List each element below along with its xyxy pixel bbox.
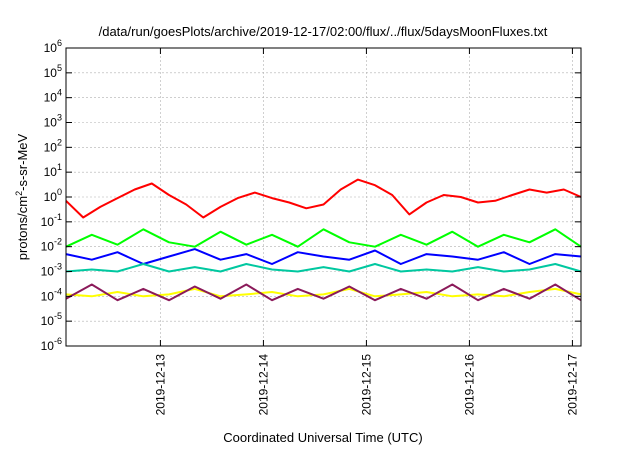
x-tick-label: 2019-12-14 xyxy=(256,354,270,416)
y-tick-label: 102 xyxy=(44,137,62,154)
y-axis-label-base: protons/cm xyxy=(15,196,30,260)
x-axis-label: Coordinated Universal Time (UTC) xyxy=(223,430,422,445)
series-line-1 xyxy=(65,178,582,219)
chart-title: /data/run/goesPlots/archive/2019-12-17/0… xyxy=(99,24,548,39)
y-tick-label: 105 xyxy=(44,63,62,80)
x-tick-label: 2019-12-17 xyxy=(565,354,579,416)
y-tick-label: 10-3 xyxy=(41,262,62,279)
y-tick-label: 10-1 xyxy=(41,212,62,229)
y-tick-label: 103 xyxy=(44,113,62,130)
series-line-2 xyxy=(65,228,582,248)
y-tick-label: 101 xyxy=(44,162,62,179)
y-tick-label: 10-2 xyxy=(41,237,62,254)
series-line-4 xyxy=(65,263,582,273)
y-tick-label: 100 xyxy=(44,187,62,204)
x-tick-label: 2019-12-15 xyxy=(359,354,373,416)
series-line-3 xyxy=(65,248,582,265)
y-tick-label: 10-4 xyxy=(41,286,62,303)
x-tick-label: 2019-12-13 xyxy=(153,354,167,416)
y-axis-label: protons/cm2-s-sr-MeV xyxy=(14,133,30,260)
y-tick-label: 10-5 xyxy=(41,311,62,328)
series-line-5 xyxy=(65,287,582,298)
series-line-6 xyxy=(65,283,582,302)
y-tick-label: 104 xyxy=(44,88,62,105)
y-axis-label-rest: -s-sr-MeV xyxy=(15,133,30,190)
y-tick-label: 10-6 xyxy=(41,336,62,353)
y-tick-label: 106 xyxy=(44,38,62,55)
y-axis-label-sup: 2 xyxy=(14,191,24,196)
x-tick-label: 2019-12-16 xyxy=(462,354,476,416)
